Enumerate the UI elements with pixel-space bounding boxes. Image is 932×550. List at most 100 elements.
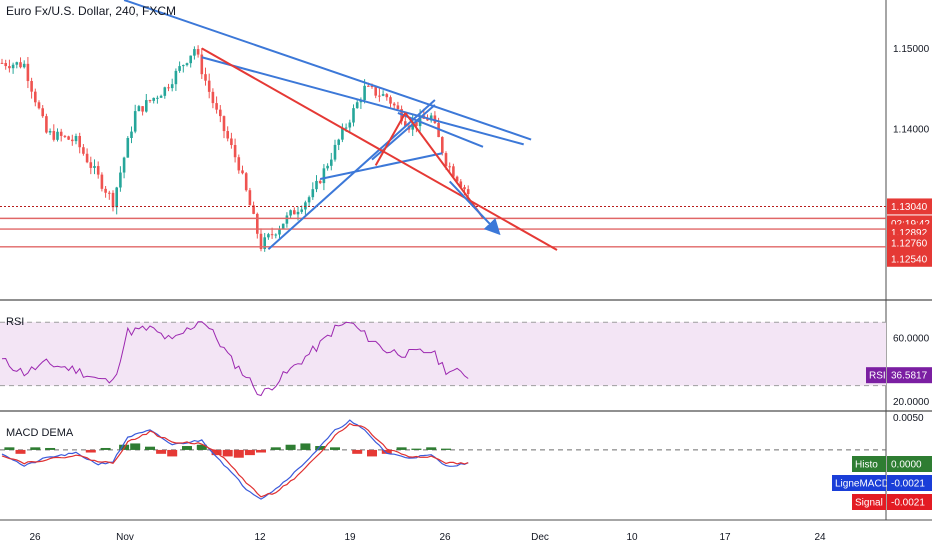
candle-body [148,100,152,102]
candle-body [318,180,322,184]
candle-body [441,137,444,154]
candle-body [37,102,41,109]
candle-body [341,127,344,140]
candle-body [141,106,144,112]
candle-body [156,97,159,99]
projection-arrow [448,180,501,236]
candle-body [256,213,259,234]
candle-body [396,105,400,110]
candle-body [259,233,263,249]
candle-body [304,202,307,210]
macd-legend-name: Signal [855,498,883,509]
candle-body [133,111,137,132]
macd-histogram-bar [222,449,233,457]
candle-body [270,234,274,236]
blue-trendline [201,56,524,146]
candle-body [337,139,340,145]
candle-body [11,64,15,69]
rsi-value-tag: 36.5817 [891,371,928,382]
time-tick: 10 [626,532,638,543]
candle-body [429,115,433,121]
candle-body [59,131,63,136]
candle-body [4,63,7,67]
macd-legend-value: -0.0021 [891,479,925,490]
macd-histogram-bar [381,449,392,454]
candle-body [315,180,318,190]
candle-body [452,166,455,177]
macd-legend-name-bg [852,456,886,472]
macd-histogram-bar [145,446,155,450]
macd-histogram-bar [426,447,437,450]
time-tick: 26 [439,532,451,543]
blue-trendline [267,99,436,250]
candle-body [222,116,226,132]
rsi-name-tag: RSI [869,371,886,382]
candle-body [104,188,107,193]
candle-body [330,159,333,166]
price-tag: 1.12760 [891,239,928,250]
candle-body [374,87,377,96]
macd-histogram-bar [156,449,167,454]
candle-body [378,95,381,97]
candle-body [56,131,59,140]
macd-legend-name-bg [852,494,886,510]
candle-body [370,85,374,88]
candle-body [281,223,285,229]
candle-body [167,87,170,89]
blue-trendline [397,111,484,148]
candle-body [108,192,111,194]
candle-body [385,94,389,98]
macd-legend-value-bg [887,494,932,510]
macd-histogram-bar [441,448,451,450]
red-trendline [374,112,407,166]
candle-body [459,181,463,188]
candle-body [15,62,19,65]
candle-body [207,80,211,92]
candle-body [311,189,315,198]
candle-body [433,115,437,123]
candle-body [296,211,300,215]
candle-body [111,192,115,208]
candle-body [352,108,355,123]
macd-histogram-bar [45,447,56,450]
candle-body [300,209,303,212]
candle-body [0,62,4,64]
candle-body [448,166,451,168]
candle-body [45,116,48,133]
rsi-tick: 60.0000 [893,334,930,345]
candle-body [170,84,174,89]
candle-body [122,157,126,173]
price-tag: 1.12540 [891,254,928,265]
macd-histogram-bar [15,449,26,454]
candle-body [182,65,185,67]
macd-histogram-bar [100,447,111,450]
candle-body [100,174,104,189]
candle-body [274,234,278,236]
candle-body [233,145,237,158]
candle-body [63,135,67,137]
blue-trendline [123,0,532,141]
time-tick: Nov [116,532,134,543]
macd-pane-label: MACD DEMA [6,427,74,439]
candle-body [263,237,266,249]
candle-body [145,100,148,112]
candle-body [41,108,44,117]
candle-body [196,49,200,55]
candle-body [193,49,196,56]
macd-legend-value: 0.0000 [891,460,922,471]
candle-body [411,121,414,130]
candle-body [115,187,118,208]
candle-body [178,66,181,71]
price-tag-bg [887,250,932,267]
candle-body [130,131,133,138]
macd-histogram-bar [270,447,281,450]
candle-body [185,63,189,66]
candle-body [381,94,385,96]
chart-title: Euro Fx/U.S. Dollar, 240, FXCM [6,4,177,18]
candle-body [326,165,329,169]
macd-legend-value: -0.0021 [891,498,925,509]
candle-body [34,91,37,103]
candle-body [119,172,122,188]
time-tick: 12 [254,532,266,543]
